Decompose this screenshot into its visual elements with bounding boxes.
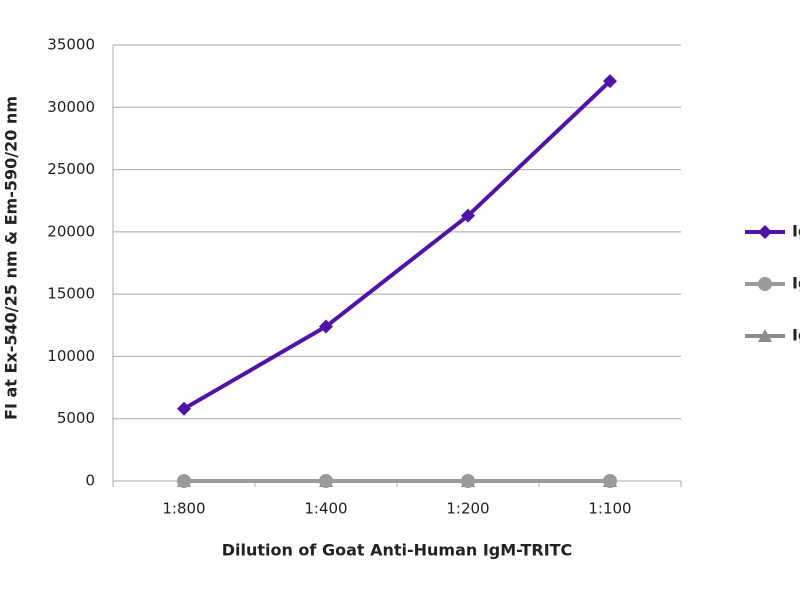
- y-tick-label: 15000: [47, 285, 95, 303]
- series-line: [182, 79, 612, 411]
- y-tick-label: 0: [85, 472, 95, 490]
- x-tick-label: 1:400: [304, 500, 347, 518]
- y-axis-title: FI at Ex-540/25 nm & Em-590/20 nm: [2, 96, 21, 420]
- marker: [177, 474, 191, 488]
- marker: [461, 208, 475, 223]
- marker: [319, 474, 333, 488]
- legend-label: IgG: [792, 274, 800, 293]
- x-axis-title: Dilution of Goat Anti-Human IgM-TRITC: [222, 541, 573, 560]
- y-tick-label: 35000: [47, 36, 95, 54]
- legend-label: IgA: [792, 326, 800, 345]
- marker: [319, 319, 333, 334]
- marker: [603, 474, 617, 488]
- y-tick-label: 5000: [57, 409, 95, 427]
- x-tick-label: 1:100: [588, 500, 631, 518]
- y-tick-label: 20000: [47, 222, 95, 240]
- marker: [177, 401, 191, 416]
- y-tick-label: 10000: [47, 347, 95, 365]
- x-tick-label: 1:200: [446, 500, 489, 518]
- legend-label: IgM: [792, 222, 800, 241]
- marker: [758, 329, 772, 342]
- marker: [758, 277, 772, 291]
- marker: [461, 474, 475, 488]
- y-tick-label: 25000: [47, 160, 95, 178]
- y-tick-label: 30000: [47, 98, 95, 116]
- marker: [758, 225, 772, 239]
- marker: [603, 74, 617, 89]
- x-tick-label: 1:800: [162, 500, 205, 518]
